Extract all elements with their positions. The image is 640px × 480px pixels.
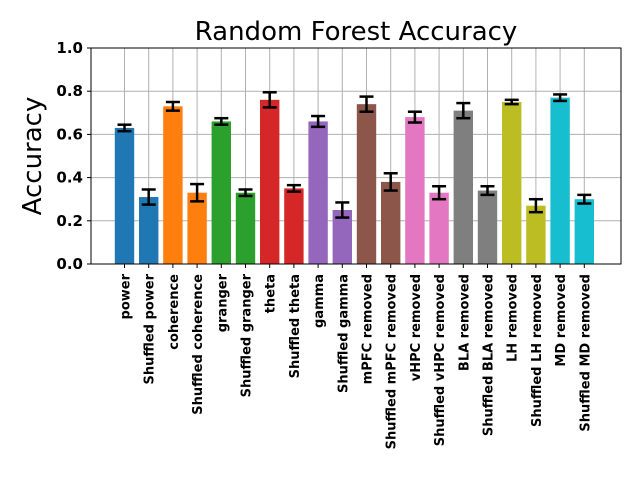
x-tick-label: theta	[264, 274, 279, 313]
x-tick-label: coherence	[167, 274, 182, 350]
bar	[502, 102, 522, 264]
x-tick-label: Shuffled coherence	[191, 274, 206, 415]
bar	[550, 97, 570, 265]
bar	[139, 197, 159, 264]
bar	[114, 127, 135, 264]
bar	[526, 205, 546, 264]
bar	[453, 110, 473, 264]
bar	[211, 121, 231, 264]
x-tick-label: Shuffled theta	[288, 274, 303, 378]
x-tick-label: Shuffled mPFC removed	[385, 274, 400, 449]
bar	[429, 192, 449, 264]
bar	[187, 192, 207, 264]
y-tick-label: 0.0	[56, 255, 83, 273]
error-bars	[117, 91, 592, 219]
bar	[477, 190, 498, 264]
x-tick-label: BLA removed	[457, 274, 472, 371]
bar	[284, 188, 304, 264]
bar	[308, 121, 328, 264]
bar	[405, 117, 425, 265]
x-tick-label: Shuffled gamma	[336, 274, 351, 393]
x-tick-label: LH removed	[506, 274, 521, 362]
y-tick-label: 0.4	[56, 169, 83, 187]
x-ticks: power Shuffled power coherence Shuffled coh…	[119, 264, 593, 449]
y-tick-label: 0.6	[56, 125, 83, 143]
x-tick-label: Shuffled MD removed	[578, 274, 593, 432]
x-tick-label: Shuffled power	[143, 273, 158, 384]
y-tick-label: 1.0	[56, 39, 83, 57]
bar	[332, 210, 352, 264]
x-tick-label: MD removed	[554, 274, 569, 367]
y-tick-label: 0.8	[56, 82, 83, 100]
y-axis-label: Accuracy	[18, 97, 48, 216]
chart-title: Random Forest Accuracy	[195, 17, 518, 47]
x-tick-label: Shuffled LH removed	[530, 274, 545, 427]
x-tick-label: gamma	[312, 274, 327, 328]
plot-frame	[90, 47, 622, 265]
bar	[260, 99, 280, 264]
x-tick-label: Shuffled BLA removed	[482, 274, 497, 436]
bars	[114, 97, 594, 265]
y-ticks: 0.0 0.2 0.4 0.6 0.8 1.0	[56, 39, 91, 273]
bar	[163, 106, 183, 264]
bar	[356, 104, 377, 264]
x-tick-label: Shuffled granger	[240, 273, 255, 397]
bar	[574, 199, 594, 264]
bar	[381, 181, 401, 264]
x-tick-label: power	[119, 273, 134, 319]
x-tick-label: Shuffled vHPC removed	[433, 274, 448, 446]
bar	[235, 192, 256, 264]
x-tick-label: mPFC removed	[361, 274, 376, 384]
y-tick-label: 0.2	[56, 212, 83, 230]
x-tick-label: granger	[215, 273, 230, 332]
x-tick-label: vHPC removed	[409, 274, 424, 381]
